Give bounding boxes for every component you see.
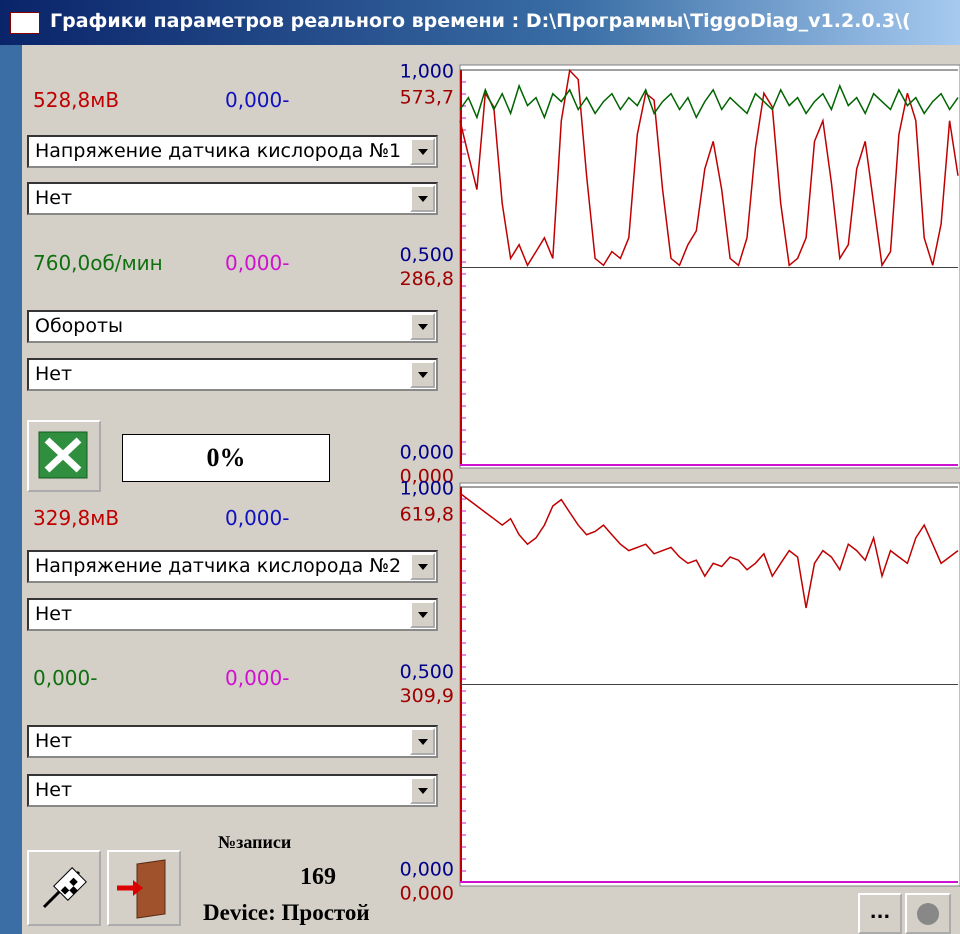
more-text: ... (869, 902, 891, 923)
select-text: Обороты (35, 315, 124, 337)
excel-icon (38, 431, 88, 479)
select-text: Нет (35, 730, 73, 752)
right-tick-label: 573,7 (400, 87, 454, 109)
reading: 329,8мВ (33, 506, 120, 530)
parameter-select[interactable]: Обороты (27, 310, 438, 343)
plot-area (459, 64, 960, 469)
device-status: Device: Простой (203, 900, 370, 925)
progress-box: 0% (122, 434, 330, 482)
exit-button[interactable] (107, 850, 181, 926)
reading: 0,000- (225, 251, 290, 275)
select-text: Нет (35, 363, 73, 385)
desktop-strip (0, 45, 22, 934)
right-tick-label: 619,8 (400, 504, 454, 526)
record-indicator (917, 903, 939, 925)
right-tick-label: 309,9 (400, 685, 454, 707)
excel-button[interactable] (27, 420, 101, 492)
parameter-select[interactable]: Напряжение датчика кислорода №1 (27, 135, 438, 168)
door-icon (117, 859, 166, 919)
record-label: №записи (218, 832, 292, 852)
select-text: Напряжение датчика кислорода №2 (35, 555, 402, 577)
parameter-select[interactable]: Нет (27, 182, 438, 215)
parameter-select[interactable]: Нет (27, 774, 438, 807)
right-tick-label: 286,8 (400, 268, 454, 290)
select-text: Напряжение датчика кислорода №1 (35, 140, 402, 162)
window-title: Графики параметров реального времени : D… (50, 10, 911, 32)
left-tick-label: 0,500 (400, 661, 454, 683)
right-tick-label: 0,000 (400, 466, 454, 488)
parameter-select[interactable]: Нет (27, 598, 438, 631)
select-text: Нет (35, 779, 73, 801)
select-text: Нет (35, 187, 73, 209)
left-tick-label: 1,000 (400, 61, 454, 83)
left-tick-label: 0,000 (400, 442, 454, 464)
reading: 0,000- (225, 666, 290, 690)
parameter-select[interactable]: Нет (27, 725, 438, 758)
flag-icon (42, 867, 87, 909)
progress-text: 0% (206, 443, 246, 472)
signal-line (459, 492, 959, 609)
left-tick-label: 0,500 (400, 244, 454, 266)
select-text: Нет (35, 603, 73, 625)
reading: 0,000- (33, 666, 98, 690)
reading: 0,000- (225, 506, 290, 530)
right-tick-label: 0,000 (400, 883, 454, 905)
reading: 0,000- (225, 88, 290, 112)
parameter-select[interactable]: Напряжение датчика кислорода №2 (27, 550, 438, 583)
finish-button[interactable] (27, 850, 101, 926)
title-bar: Графики параметров реального времени : D… (0, 0, 960, 45)
parameter-select[interactable]: Нет (27, 358, 438, 391)
signal-line (459, 83, 959, 120)
signal-line (459, 68, 959, 268)
record-number: 169 (300, 864, 336, 890)
record-button[interactable] (905, 893, 951, 934)
left-tick-label: 1,000 (400, 478, 454, 500)
app-icon (10, 12, 40, 34)
reading: 760,0об/мин (33, 251, 163, 275)
more-button[interactable]: ... (858, 893, 902, 934)
reading: 528,8мВ (33, 88, 120, 112)
left-tick-label: 0,000 (400, 859, 454, 881)
